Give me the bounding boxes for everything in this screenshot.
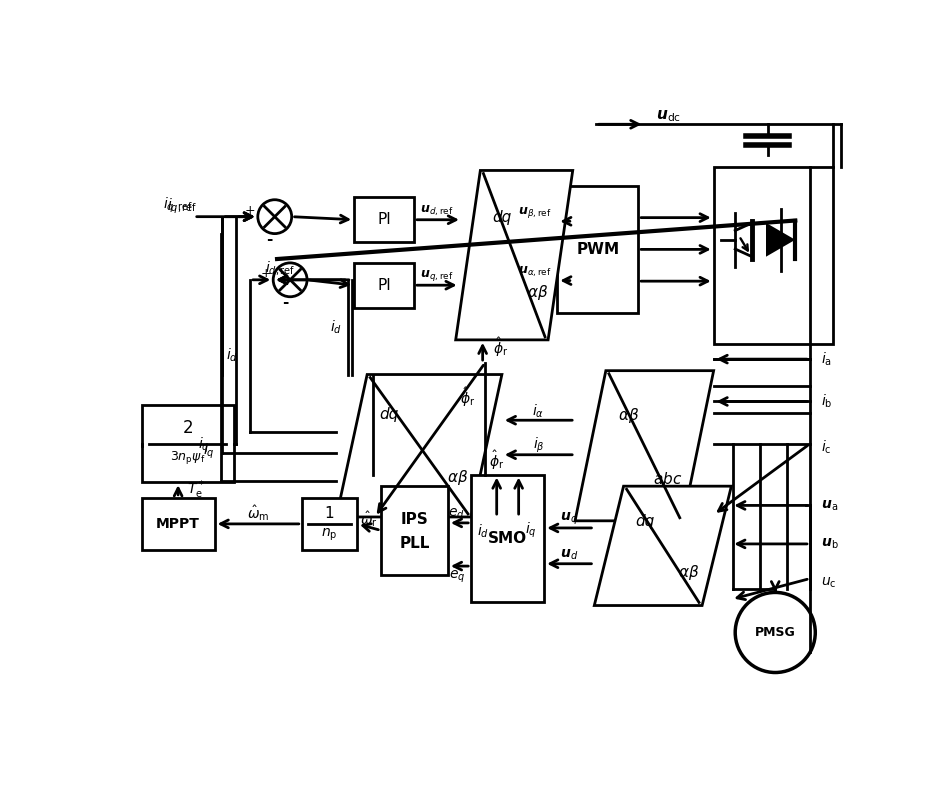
Text: $i_\alpha$: $i_\alpha$ (532, 402, 545, 419)
Text: $n_{\rm p}$: $n_{\rm p}$ (321, 526, 338, 543)
Bar (381, 486, 448, 575)
Text: $i_{q,\rm ref}$: $i_{q,\rm ref}$ (163, 195, 193, 215)
Text: $i_{d,\rm ref}$: $i_{d,\rm ref}$ (265, 260, 295, 277)
Text: $\boldsymbol{u}_{d,\rm ref}$: $\boldsymbol{u}_{d,\rm ref}$ (420, 204, 454, 217)
Text: $\alpha\beta$: $\alpha\beta$ (447, 468, 468, 487)
Bar (141, 406, 234, 483)
Text: PLL: PLL (400, 536, 430, 551)
Text: $e_d$: $e_d$ (448, 506, 465, 521)
Text: dq: dq (492, 210, 511, 225)
Text: $\boldsymbol{u}_{\rm b}$: $\boldsymbol{u}_{\rm b}$ (821, 537, 839, 551)
Bar (471, 474, 545, 602)
Text: $\hat{\phi}_{\rm r}$: $\hat{\phi}_{\rm r}$ (493, 336, 509, 359)
Bar (302, 498, 357, 550)
Text: MPPT: MPPT (156, 517, 200, 531)
Text: -: - (282, 295, 288, 311)
Text: PMSG: PMSG (755, 626, 795, 639)
Circle shape (735, 592, 815, 672)
Text: $i_q$: $i_q$ (203, 442, 215, 461)
Text: +: + (244, 204, 256, 217)
Text: $i_d$: $i_d$ (477, 522, 489, 539)
Text: dq: dq (635, 514, 654, 530)
Text: $u_{\rm c}$: $u_{\rm c}$ (821, 575, 837, 590)
Text: $i_{\rm c}$: $i_{\rm c}$ (821, 439, 832, 457)
Text: $\boldsymbol{u}_{\beta,\rm ref}$: $\boldsymbol{u}_{\beta,\rm ref}$ (518, 204, 551, 220)
Text: 2: 2 (183, 419, 193, 437)
Text: $\hat{\omega}_{\rm m}$: $\hat{\omega}_{\rm m}$ (247, 504, 269, 523)
Text: $\boldsymbol{u}_{\rm dc}$: $\boldsymbol{u}_{\rm dc}$ (656, 109, 682, 124)
Text: IPS: IPS (401, 513, 428, 527)
Text: $\hat{\phi}_{\rm r}$: $\hat{\phi}_{\rm r}$ (460, 386, 475, 410)
Text: $3n_{\rm p}\psi_{\rm f}$: $3n_{\rm p}\psi_{\rm f}$ (170, 449, 205, 466)
Bar (354, 263, 414, 307)
Text: $\hat{\phi}_{\rm r}$: $\hat{\phi}_{\rm r}$ (489, 449, 504, 472)
Text: $\alpha\beta$: $\alpha\beta$ (618, 406, 639, 425)
Circle shape (273, 263, 307, 297)
Text: PI: PI (377, 212, 391, 227)
Text: +: + (260, 267, 271, 280)
Text: $i_{\rm a}$: $i_{\rm a}$ (821, 350, 832, 368)
Polygon shape (456, 170, 573, 340)
Text: $i_q$: $i_q$ (525, 521, 537, 540)
Bar (714, 166, 833, 344)
Text: $\hat{\omega}_{\rm r}$: $\hat{\omega}_{\rm r}$ (360, 510, 378, 530)
Text: SMO: SMO (488, 530, 527, 546)
Text: $\boldsymbol{u}_{q,\rm ref}$: $\boldsymbol{u}_{q,\rm ref}$ (420, 268, 454, 284)
Text: $\boldsymbol{u}_{\rm a}$: $\boldsymbol{u}_{\rm a}$ (821, 498, 839, 513)
Polygon shape (595, 486, 731, 606)
Text: $i_{q,\rm ref}$: $i_{q,\rm ref}$ (167, 196, 198, 216)
Text: PI: PI (377, 277, 391, 293)
Bar (354, 197, 414, 242)
Text: dq: dq (379, 407, 399, 422)
Text: $\alpha\beta$: $\alpha\beta$ (677, 563, 699, 581)
Circle shape (258, 200, 292, 234)
Text: $\boldsymbol{u}_q$: $\boldsymbol{u}_q$ (561, 511, 579, 527)
Polygon shape (336, 375, 502, 517)
Text: $i_d$: $i_d$ (226, 347, 239, 364)
Bar (141, 498, 215, 550)
Text: $\alpha\beta$: $\alpha\beta$ (527, 283, 548, 302)
Text: $e_q$: $e_q$ (449, 569, 465, 585)
Text: $i_\beta$: $i_\beta$ (532, 436, 545, 455)
Text: -: - (266, 232, 273, 247)
Text: PWM: PWM (576, 242, 619, 257)
Polygon shape (575, 371, 714, 521)
Text: 1: 1 (325, 506, 334, 521)
Text: $abc$: $abc$ (652, 470, 682, 487)
Text: $\boldsymbol{u}_{\alpha,\rm ref}$: $\boldsymbol{u}_{\alpha,\rm ref}$ (518, 264, 551, 278)
Text: $T_{\rm e}^*$: $T_{\rm e}^*$ (188, 478, 205, 501)
Bar (558, 186, 638, 313)
Text: $\boldsymbol{u}_d$: $\boldsymbol{u}_d$ (560, 547, 579, 562)
Polygon shape (766, 223, 795, 257)
Text: $i_d$: $i_d$ (331, 319, 343, 336)
Text: $i_q$: $i_q$ (198, 436, 209, 456)
Text: $i_{\rm b}$: $i_{\rm b}$ (821, 393, 833, 410)
